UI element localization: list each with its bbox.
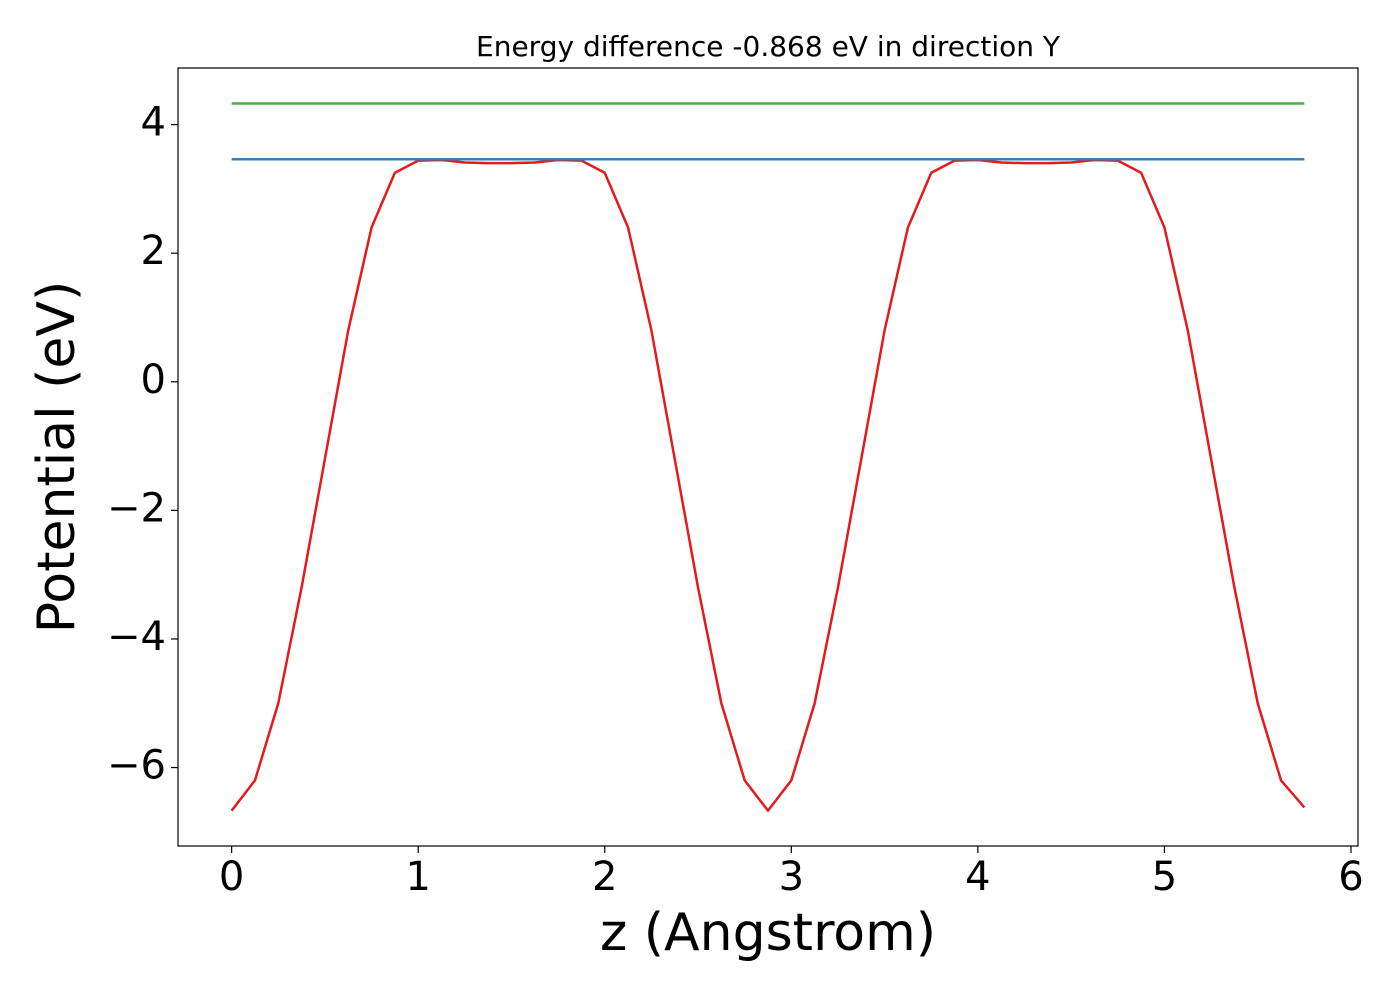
line-series (230, 158, 1306, 813)
x-tick-label: 3 (779, 854, 804, 900)
x-tick-label: 2 (592, 854, 617, 900)
x-tick-label: 1 (405, 854, 430, 900)
plot-frame (177, 67, 1359, 847)
x-tick-label: 6 (1338, 854, 1363, 900)
chart-title: Energy difference -0.868 eV in direction… (476, 30, 1061, 63)
y-tick-label: 4 (141, 100, 166, 146)
y-tick-label: 2 (141, 228, 166, 274)
x-tick-label: 5 (1152, 854, 1177, 900)
y-axis-label: Potential (eV) (27, 281, 87, 633)
x-axis-label: z (Angstrom) (600, 903, 936, 963)
x-tick-label: 4 (965, 854, 990, 900)
y-tick-label: 0 (141, 357, 166, 403)
y-tick-label: −2 (107, 485, 166, 531)
y-tick-label: −6 (107, 743, 166, 789)
x-tick-label: 0 (219, 854, 244, 900)
y-tick-label: −4 (107, 614, 166, 660)
